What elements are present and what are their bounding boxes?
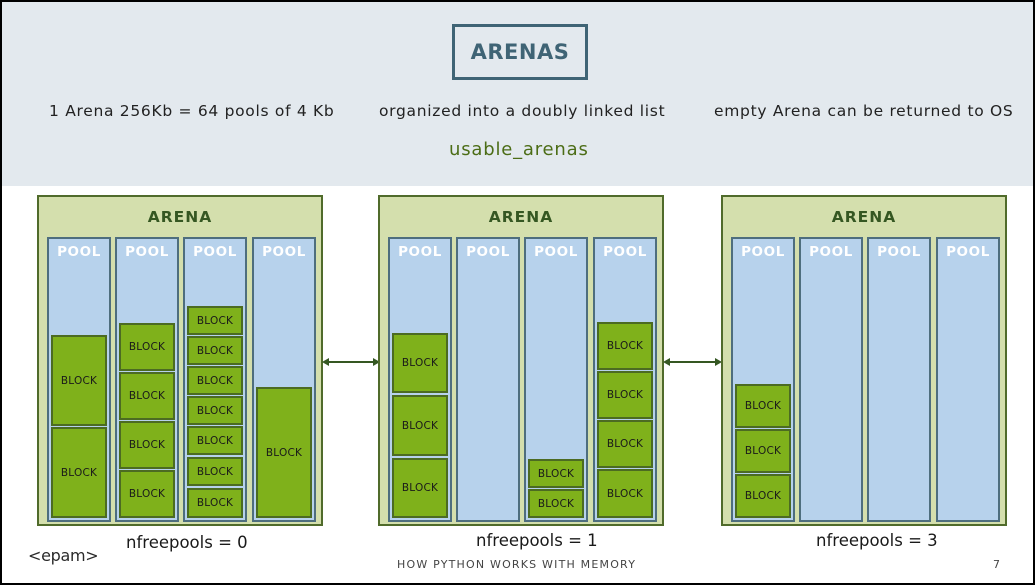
block: BLOCK [597, 469, 653, 518]
slide-title: ARENAS [452, 24, 588, 80]
block: BLOCK [51, 427, 107, 518]
arena-label: ARENA [488, 208, 554, 226]
nfreepools-label-3: nfreepools = 3 [816, 531, 938, 550]
pool: POOL [936, 237, 1000, 522]
block: BLOCK [735, 474, 791, 518]
block: BLOCK [392, 333, 448, 393]
arena-label: ARENA [831, 208, 897, 226]
block: BLOCK [119, 372, 175, 420]
block: BLOCK [187, 426, 243, 455]
usable-arenas-label: usable_arenas [449, 139, 589, 160]
page-number: 7 [993, 558, 1000, 571]
pool: POOL BLOCK BLOCK BLOCK [388, 237, 452, 522]
block: BLOCK [528, 459, 584, 488]
block: BLOCK [528, 489, 584, 518]
arena-1: ARENA POOL BLOCK BLOCK POOL BLOCK BLOCK … [37, 195, 323, 526]
epam-logo: <epam> [28, 546, 99, 565]
pool: POOL BLOCK BLOCK BLOCK BLOCK [115, 237, 179, 522]
block: BLOCK [119, 470, 175, 518]
pool: POOL BLOCK BLOCK [524, 237, 588, 522]
arena-size-fact: 1 Arena 256Kb = 64 pools of 4 Kb [49, 102, 335, 120]
pool-label: POOL [534, 244, 578, 260]
arena-3: ARENA POOL BLOCK BLOCK BLOCK POOL POOL P… [721, 195, 1007, 526]
block: BLOCK [735, 384, 791, 428]
block: BLOCK [187, 336, 243, 365]
block: BLOCK [735, 429, 791, 473]
block: BLOCK [597, 371, 653, 419]
block: BLOCK [187, 366, 243, 395]
nfreepools-label-2: nfreepools = 1 [476, 531, 598, 550]
block: BLOCK [187, 306, 243, 335]
pool: POOL BLOCK [252, 237, 316, 522]
arena-2: ARENA POOL BLOCK BLOCK BLOCK POOL POOL B… [378, 195, 664, 526]
pool: POOL BLOCK BLOCK BLOCK BLOCK [593, 237, 657, 522]
return-to-os-fact: empty Arena can be returned to OS [714, 102, 1014, 120]
arena-label: ARENA [147, 208, 213, 226]
pool: POOL BLOCK BLOCK BLOCK BLOCK BLOCK BLOCK… [183, 237, 247, 522]
block: BLOCK [187, 396, 243, 425]
pool: POOL [456, 237, 520, 522]
block: BLOCK [187, 488, 243, 518]
block: BLOCK [597, 322, 653, 370]
pool: POOL BLOCK BLOCK [47, 237, 111, 522]
block: BLOCK [597, 420, 653, 468]
pool: POOL [867, 237, 931, 522]
pool-label: POOL [262, 244, 306, 260]
link-arrow-2-3 [663, 358, 722, 366]
pool-label: POOL [741, 244, 785, 260]
nfreepools-label-1: nfreepools = 0 [126, 533, 248, 552]
pool-label: POOL [466, 244, 510, 260]
link-arrow-1-2 [322, 358, 380, 366]
block: BLOCK [392, 395, 448, 456]
pool-label: POOL [603, 244, 647, 260]
block: BLOCK [119, 421, 175, 469]
header-band: ARENAS 1 Arena 256Kb = 64 pools of 4 Kb … [2, 2, 1033, 186]
block: BLOCK [51, 335, 107, 426]
pool: POOL [799, 237, 863, 522]
block: BLOCK [119, 323, 175, 371]
linked-list-fact: organized into a doubly linked list [379, 102, 666, 120]
pool-label: POOL [877, 244, 921, 260]
pool-label: POOL [809, 244, 853, 260]
footer-title: HOW PYTHON WORKS WITH MEMORY [397, 558, 637, 571]
block: BLOCK [187, 457, 243, 486]
pool-label: POOL [57, 244, 101, 260]
block: BLOCK [392, 458, 448, 518]
pool-label: POOL [193, 244, 237, 260]
block: BLOCK [256, 387, 312, 518]
pool-label: POOL [398, 244, 442, 260]
pool-label: POOL [946, 244, 990, 260]
pool: POOL BLOCK BLOCK BLOCK [731, 237, 795, 522]
pool-label: POOL [125, 244, 169, 260]
